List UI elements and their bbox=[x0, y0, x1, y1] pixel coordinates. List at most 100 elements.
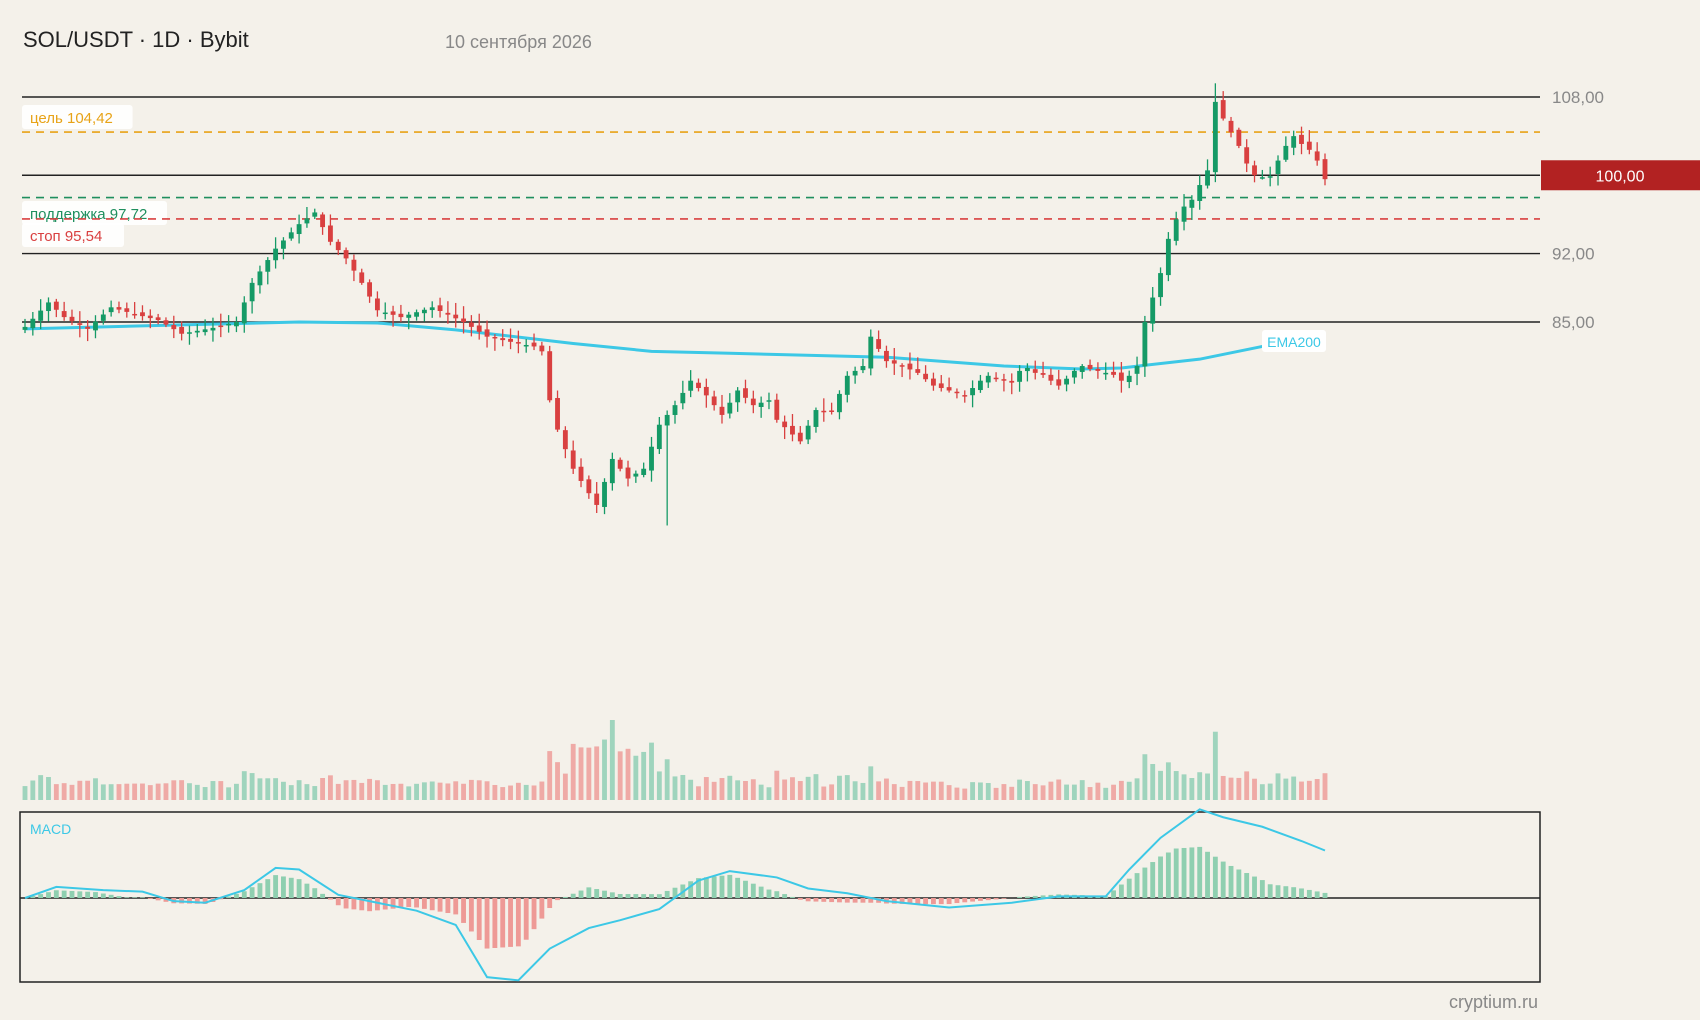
macd-hist-bar bbox=[1322, 892, 1328, 898]
macd-hist-bar bbox=[281, 876, 286, 898]
volume-bar bbox=[1079, 780, 1085, 800]
footer-site[interactable]: cryptium.ru bbox=[1448, 992, 1538, 1012]
candle-body bbox=[758, 402, 764, 407]
macd-hist-bar bbox=[711, 876, 717, 898]
macd-hist-bar bbox=[155, 898, 161, 901]
candle-body bbox=[343, 250, 349, 259]
macd-hist-bar bbox=[273, 875, 279, 898]
candle-body bbox=[476, 325, 482, 332]
macd-hist-bar bbox=[547, 898, 553, 909]
candle-body bbox=[970, 388, 976, 396]
volume-bar bbox=[1048, 781, 1054, 800]
volume-bar bbox=[367, 778, 373, 800]
macd-hist-bar bbox=[202, 898, 208, 904]
candle-body bbox=[1017, 370, 1023, 382]
candle-body bbox=[531, 342, 537, 347]
volume-bar bbox=[617, 751, 623, 800]
candle-body bbox=[602, 481, 607, 507]
volume-bar bbox=[468, 779, 474, 800]
candle-body bbox=[22, 326, 28, 330]
volume-bar bbox=[962, 788, 968, 800]
macd-hist-bar bbox=[970, 898, 976, 902]
volume-bar bbox=[1205, 773, 1210, 800]
candle-body bbox=[1173, 219, 1179, 241]
volume-bar bbox=[649, 742, 654, 800]
candle-body bbox=[304, 218, 310, 224]
macd-panel: MACD bbox=[19, 808, 1541, 983]
volume-bar bbox=[837, 775, 842, 800]
macd-hist-bar bbox=[367, 898, 373, 912]
macd-hist-bar bbox=[421, 898, 427, 909]
candle-body bbox=[711, 396, 717, 406]
macd-hist-bar bbox=[868, 898, 874, 903]
candle-body bbox=[1299, 134, 1304, 144]
macd-hist-bar bbox=[1314, 891, 1320, 898]
volume-bar bbox=[562, 773, 568, 800]
macd-hist-bar bbox=[468, 898, 474, 932]
candle-body bbox=[382, 312, 388, 315]
macd-hist-bar bbox=[406, 898, 412, 907]
volume-bar bbox=[1040, 785, 1046, 800]
candle-body bbox=[633, 473, 639, 477]
chart-date: 10 сентября 2026 bbox=[445, 32, 592, 52]
macd-hist-bar bbox=[570, 893, 576, 898]
candle-body bbox=[257, 271, 263, 286]
macd-hist-bar bbox=[531, 898, 537, 930]
volume-bar bbox=[915, 781, 921, 800]
volume-bar bbox=[946, 785, 952, 800]
volume-bar bbox=[876, 781, 882, 800]
candle-body bbox=[414, 312, 419, 317]
macd-hist-bar bbox=[461, 898, 466, 923]
candle-body bbox=[766, 400, 772, 402]
candle-body bbox=[179, 326, 185, 334]
level-label-bg bbox=[22, 201, 167, 225]
macd-hist-bar bbox=[586, 887, 592, 898]
volume-bar bbox=[1134, 778, 1140, 800]
macd-hist-bar bbox=[907, 898, 913, 905]
macd-hist-bar bbox=[837, 898, 842, 903]
candle-body bbox=[743, 388, 748, 398]
candle-body bbox=[163, 320, 169, 325]
macd-hist-bar bbox=[1220, 861, 1226, 898]
macd-hist-bar bbox=[1032, 895, 1038, 898]
candle-body bbox=[132, 313, 138, 316]
volume-bar bbox=[1087, 787, 1093, 800]
macd-hist-bar bbox=[1189, 847, 1195, 898]
macd-hist-bar bbox=[1134, 873, 1140, 898]
candle-body bbox=[335, 241, 341, 251]
candle-body bbox=[367, 282, 373, 297]
candle-body bbox=[868, 336, 874, 369]
candle-body bbox=[320, 214, 326, 228]
macd-hist-bar bbox=[625, 894, 631, 898]
macd-hist-bar bbox=[1165, 852, 1171, 898]
ema-label: EMA200 bbox=[1267, 334, 1321, 350]
volume-bar bbox=[531, 785, 537, 800]
volume-bar bbox=[327, 775, 333, 800]
volume-bar bbox=[899, 786, 905, 800]
candle-body bbox=[1095, 368, 1101, 371]
volume-bar bbox=[69, 784, 75, 800]
volume-bar bbox=[1299, 781, 1304, 800]
macd-hist-bar bbox=[813, 898, 819, 902]
volume-bar bbox=[884, 778, 889, 800]
volume-bar bbox=[140, 783, 145, 800]
macd-hist-bar bbox=[782, 894, 788, 898]
macd-hist-bar bbox=[46, 892, 51, 898]
volume-bar bbox=[594, 746, 600, 800]
volume-bar bbox=[750, 779, 756, 800]
candle-body bbox=[69, 316, 75, 322]
volume-bar bbox=[22, 786, 28, 800]
macd-hist-bar bbox=[226, 896, 232, 898]
volume-bar bbox=[85, 780, 91, 800]
macd-hist-bar bbox=[194, 898, 200, 904]
volume-bar bbox=[656, 771, 662, 800]
candle-body bbox=[1197, 185, 1203, 201]
candle-body bbox=[390, 311, 396, 315]
macd-hist-bar bbox=[100, 893, 106, 898]
macd-hist-bar bbox=[1118, 884, 1124, 898]
volume-bar bbox=[241, 771, 247, 800]
volume-bar bbox=[1095, 782, 1101, 800]
volume-bar bbox=[100, 784, 106, 800]
volume-bar bbox=[414, 783, 419, 800]
level-label: цель 104,42 bbox=[30, 110, 113, 127]
